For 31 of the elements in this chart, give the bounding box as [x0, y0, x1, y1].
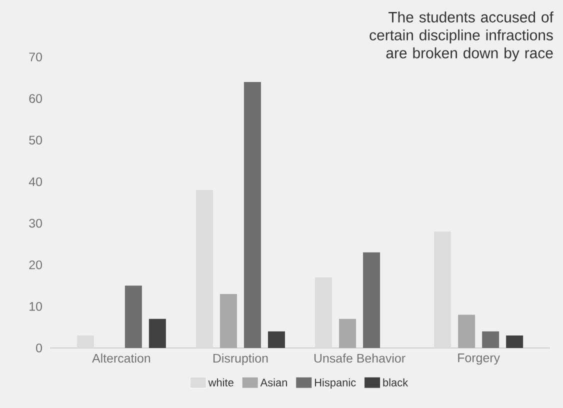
bar [76, 336, 94, 348]
bar [339, 318, 356, 348]
bar [268, 331, 285, 348]
legend-label: Hispanic [314, 378, 356, 389]
bar [315, 277, 332, 348]
x-tick-label: Forgery [458, 354, 500, 365]
bar [363, 252, 380, 348]
legend-label: Asian [260, 378, 287, 386]
x-tick-label: Unsafe Behavior [314, 354, 406, 363]
bar [148, 318, 166, 348]
bar [196, 190, 213, 348]
legend-label: black [383, 378, 408, 386]
y-tick-label: 0 [36, 344, 42, 352]
x-tick-label: Disruption [213, 354, 268, 366]
bar [434, 232, 452, 348]
y-tick-label: 10 [30, 302, 42, 311]
bar [220, 294, 237, 348]
y-tick-label: 70 [29, 52, 42, 62]
bar [458, 314, 476, 348]
y-tick-label: 40 [28, 177, 42, 186]
y-tick-label: 20 [29, 260, 42, 270]
x-tick-label: Altercation [92, 354, 150, 363]
y-tick-label: 60 [29, 94, 42, 103]
bar [124, 286, 142, 348]
y-tick-label: 50 [29, 136, 42, 145]
bar [244, 82, 261, 348]
y-tick-label: 30 [29, 218, 42, 228]
legend-label: white [208, 378, 234, 386]
bar [506, 336, 524, 348]
chart-title: The students accused of certain discipline infractions are broken down by race [370, 12, 554, 62]
bar [482, 331, 500, 348]
